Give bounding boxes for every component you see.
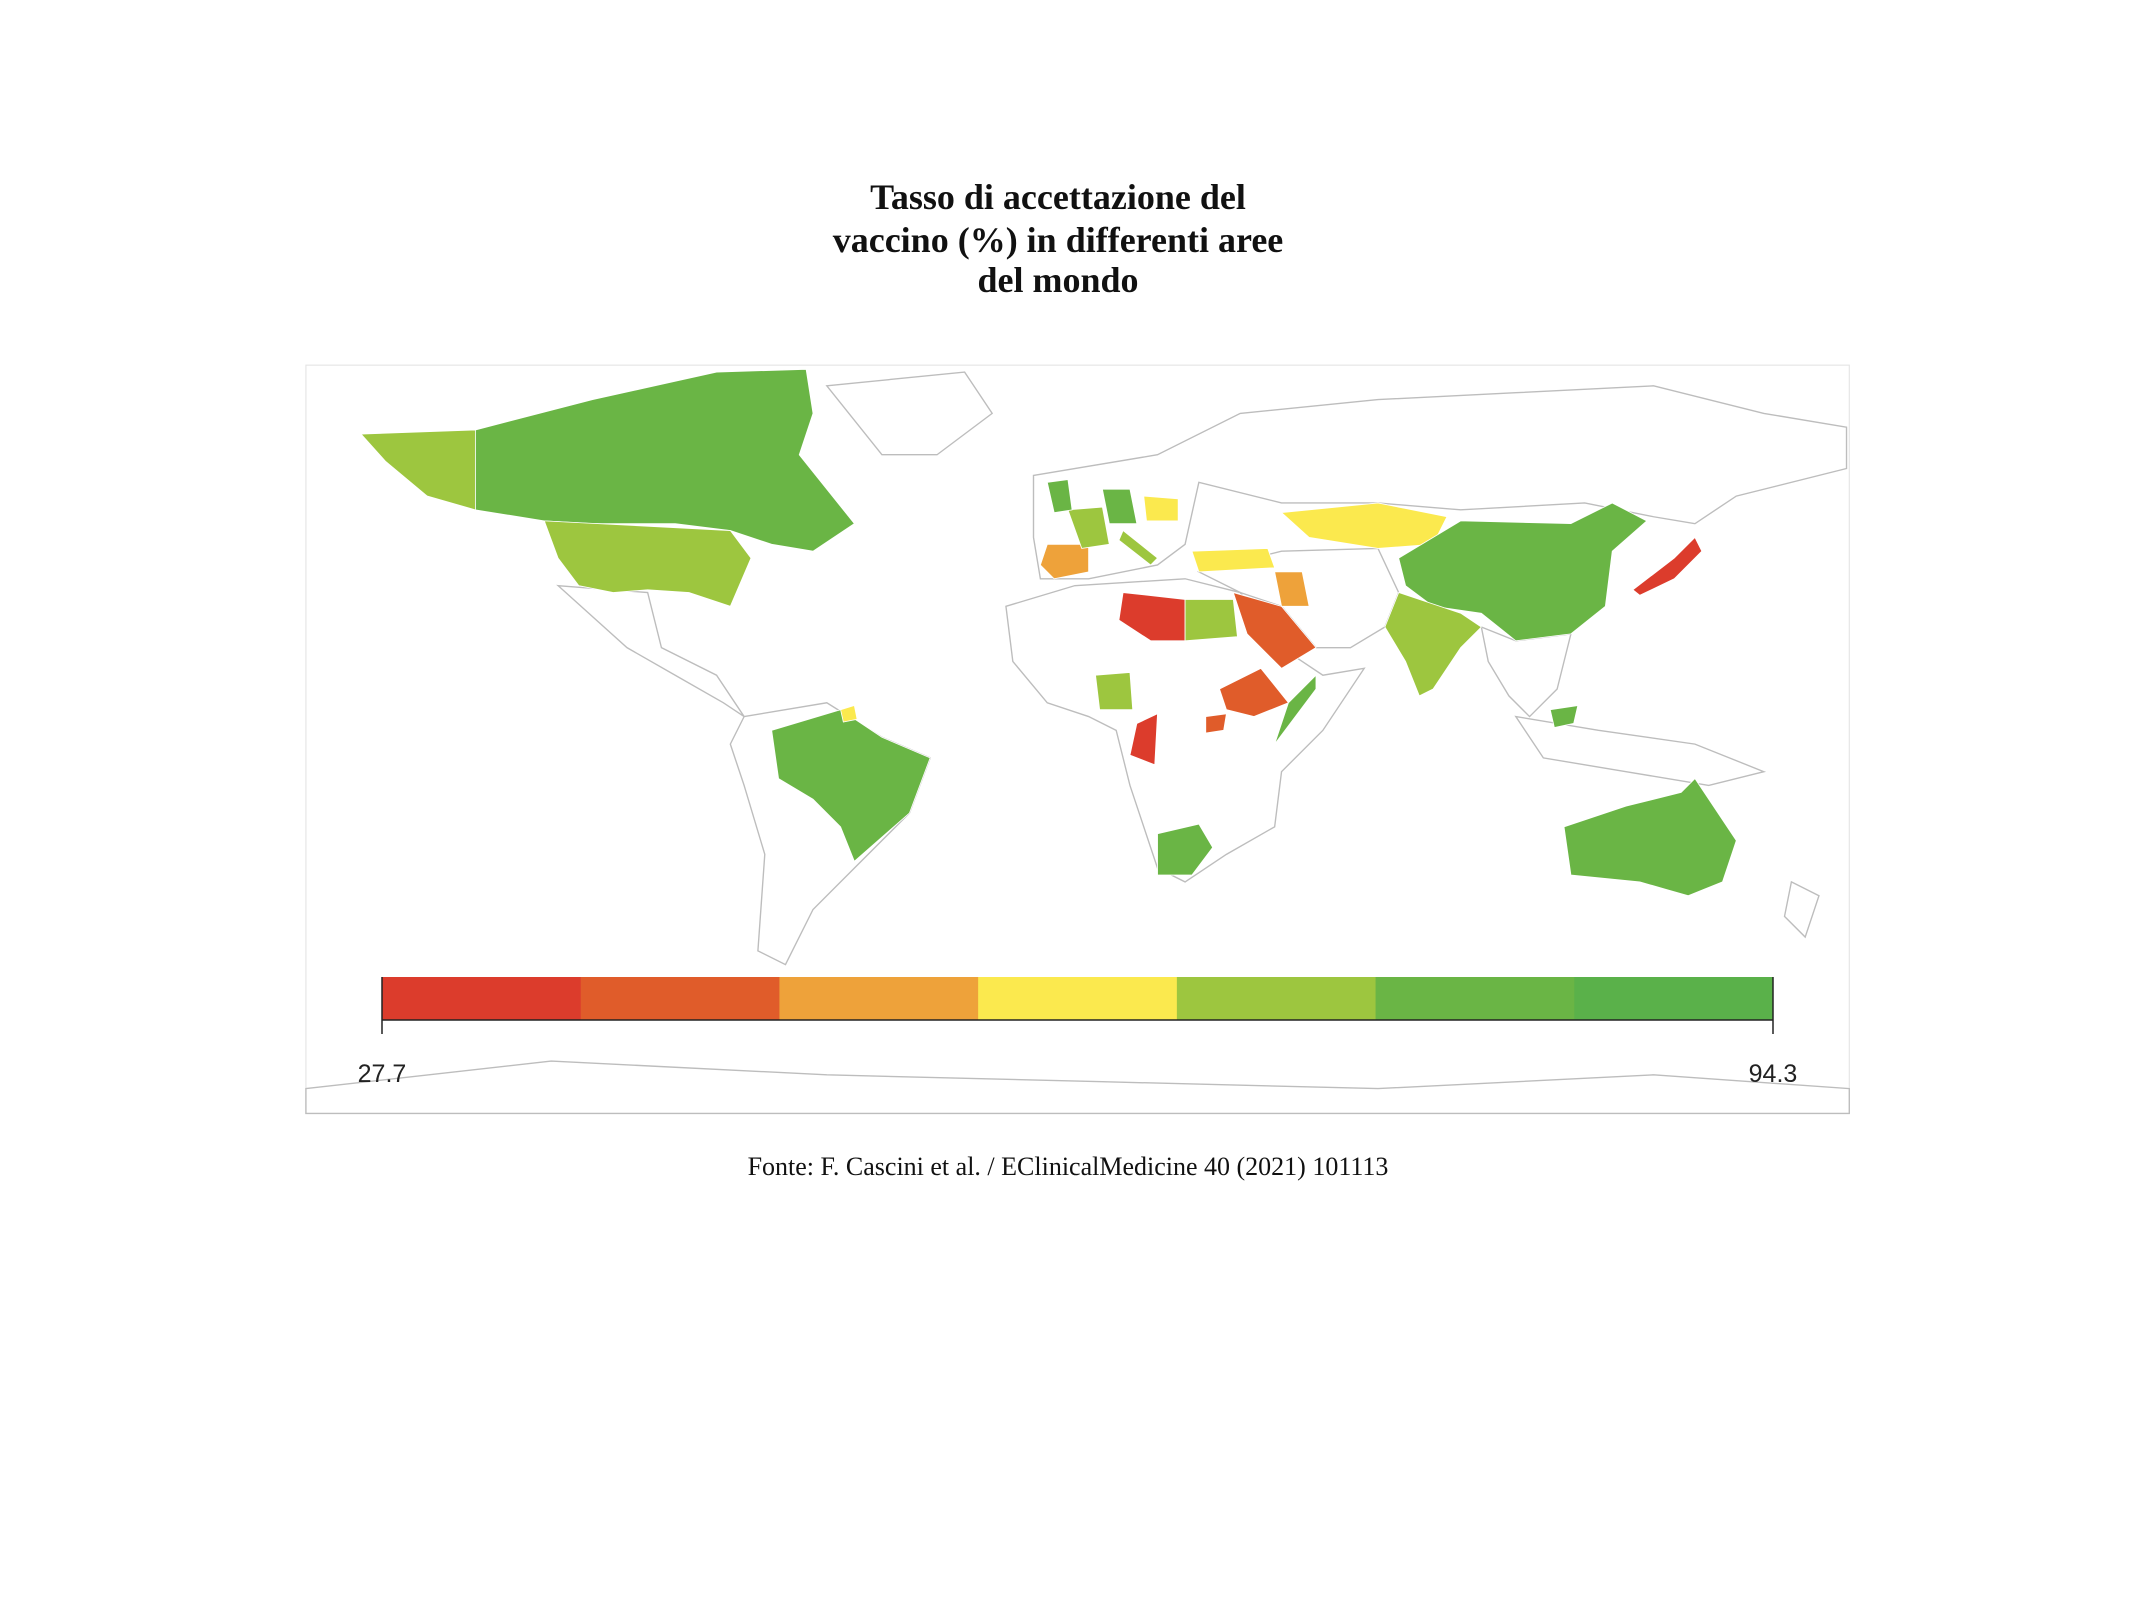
country <box>1143 495 1179 522</box>
country <box>1274 674 1317 745</box>
land <box>1783 880 1820 939</box>
country <box>360 429 476 511</box>
country <box>1118 529 1159 566</box>
color-bin <box>978 977 1178 1020</box>
color-bin <box>1375 977 1575 1020</box>
country <box>1549 705 1579 729</box>
source: Fonte: F. Cascini et al. / EClinicalMedi… <box>748 1152 1389 1181</box>
legend-max-label: 94.3 <box>1749 1060 1798 1088</box>
country <box>1184 599 1238 642</box>
country <box>1118 592 1186 642</box>
color-bin <box>779 977 979 1020</box>
country <box>1274 571 1310 607</box>
country <box>1067 506 1110 549</box>
land <box>1514 715 1767 787</box>
country <box>1384 592 1482 697</box>
title-line: Tasso di accettazione del <box>870 177 1246 217</box>
color-bin <box>1574 977 1774 1020</box>
legend-min-label: 27.7 <box>358 1060 407 1088</box>
land <box>305 1060 1850 1115</box>
country <box>771 709 931 862</box>
country <box>1157 823 1214 876</box>
country <box>1095 672 1134 711</box>
country <box>1219 667 1290 717</box>
color-bin <box>1176 977 1377 1020</box>
land <box>1032 385 1848 580</box>
country <box>1563 777 1737 897</box>
color-bin <box>382 977 582 1020</box>
country <box>1632 536 1703 596</box>
color-bin <box>580 977 780 1020</box>
color-legend <box>381 977 1774 1034</box>
country <box>1205 713 1227 734</box>
country <box>1101 488 1138 525</box>
title-line: del mondo <box>977 260 1138 300</box>
country <box>1232 591 1317 669</box>
country <box>543 520 752 607</box>
country <box>1046 479 1073 514</box>
title-line: vaccino (%) in differenti aree <box>833 220 1284 260</box>
land <box>825 371 994 456</box>
country <box>1129 713 1158 766</box>
country <box>1191 548 1276 573</box>
country <box>840 705 858 723</box>
